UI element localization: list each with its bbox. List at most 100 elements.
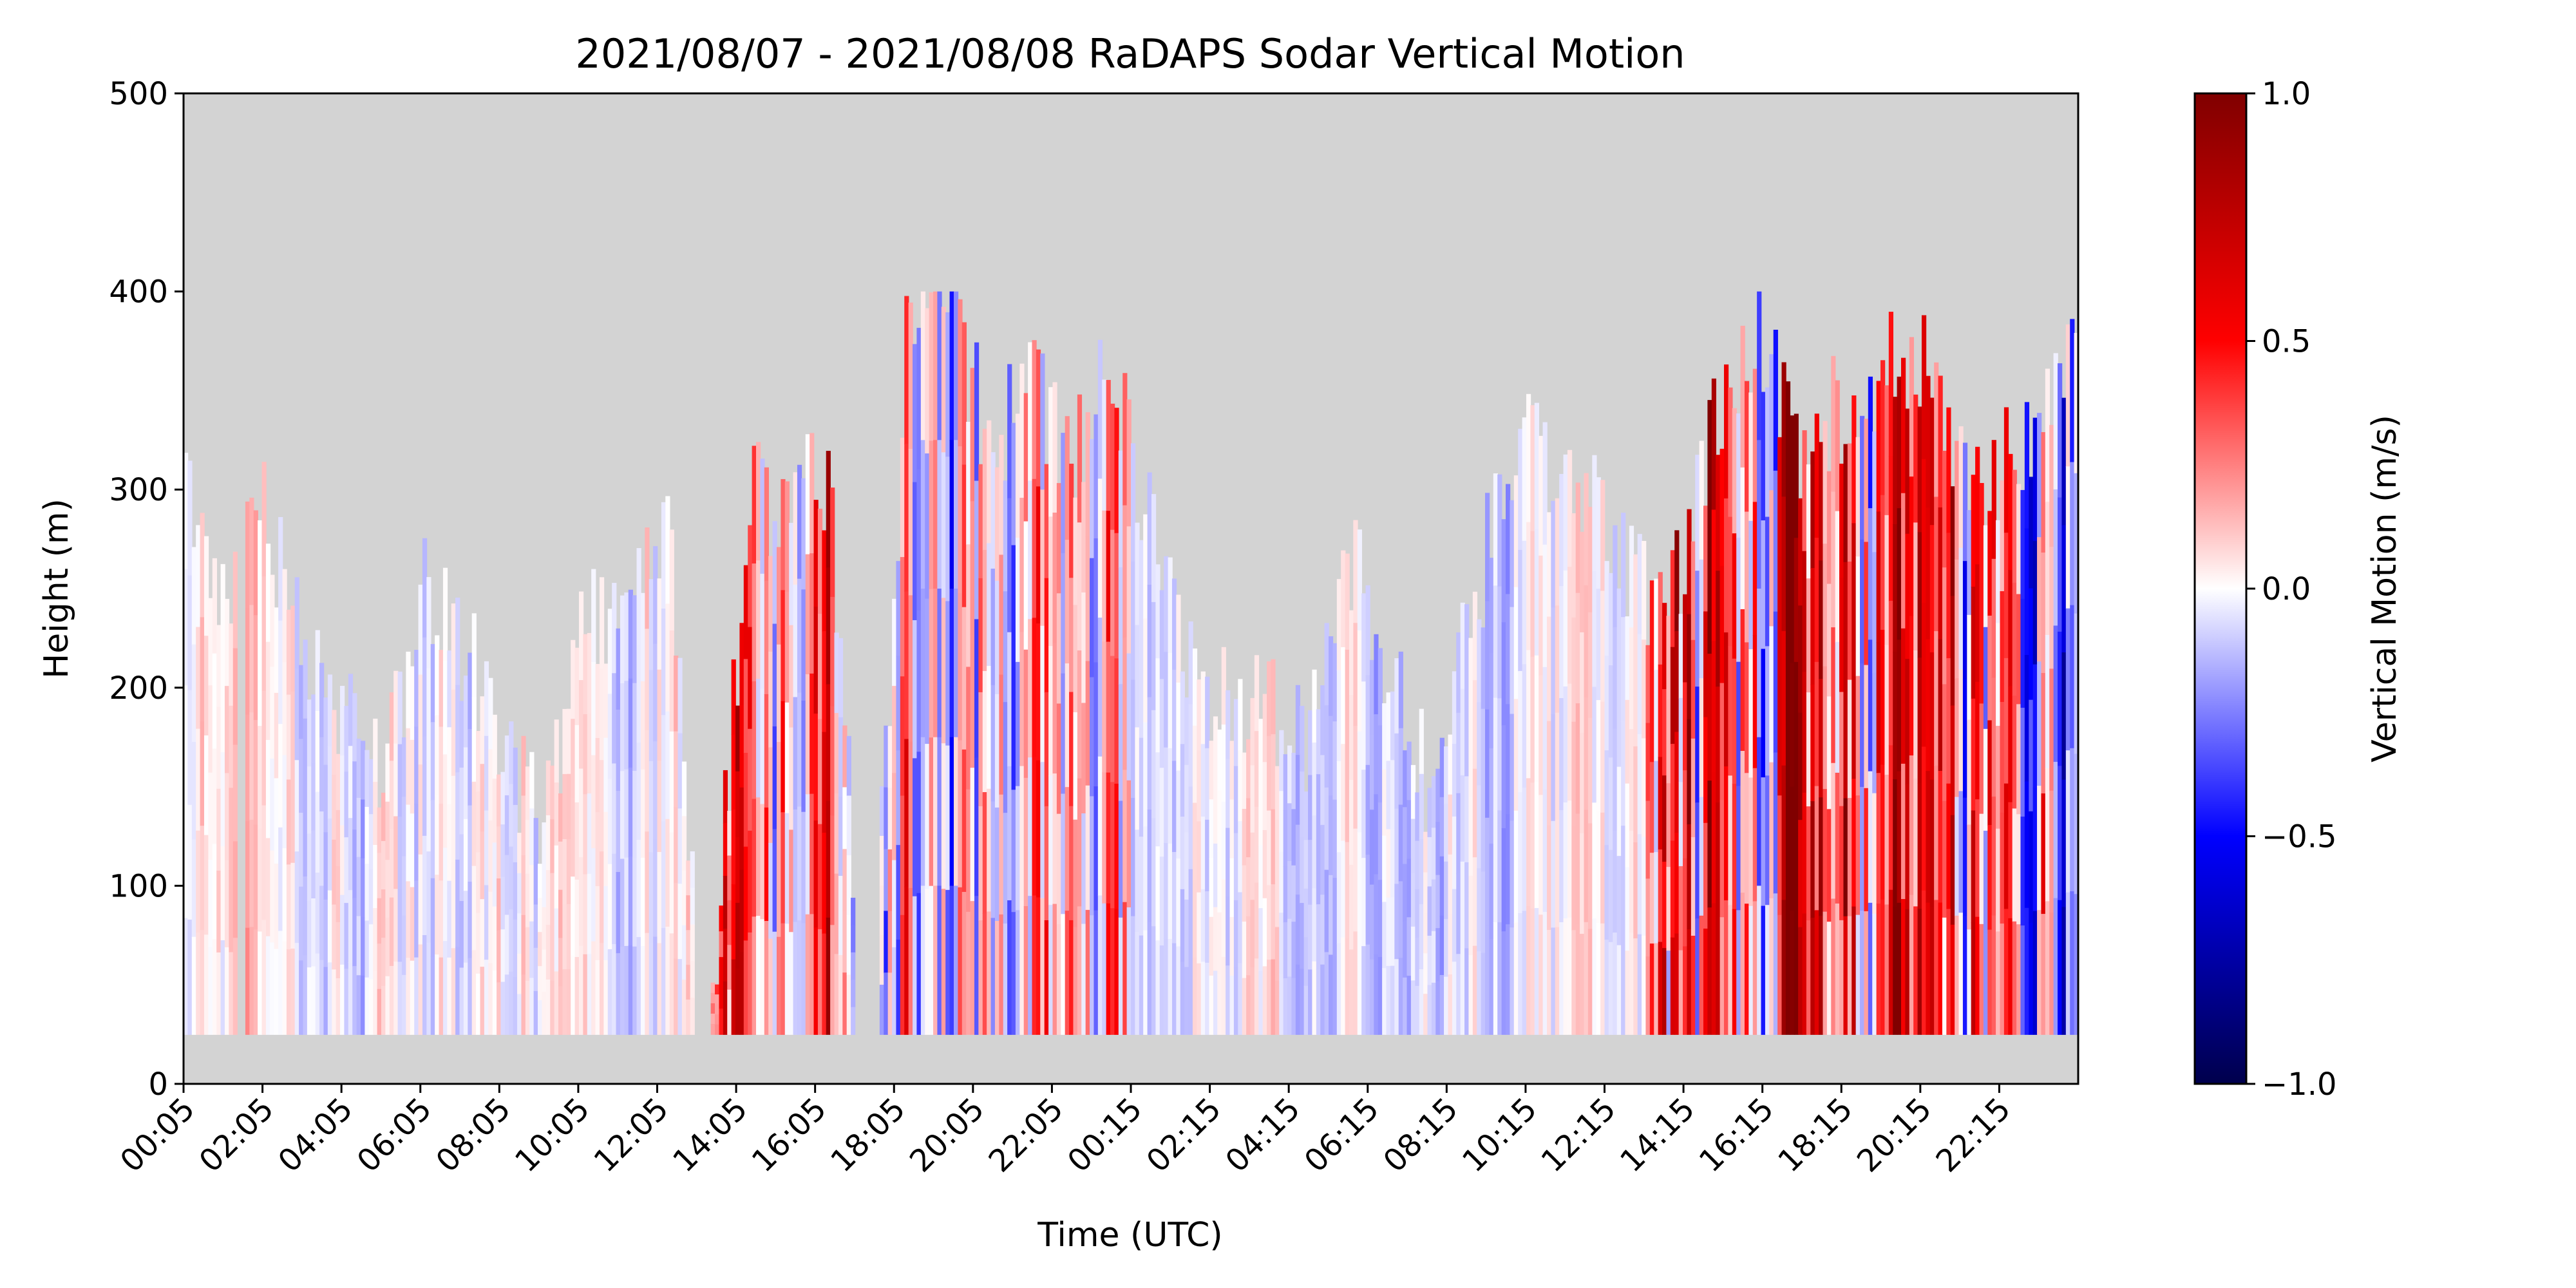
heatmap-cell <box>805 554 810 675</box>
heatmap-cell <box>1608 849 1614 943</box>
heatmap-cell <box>270 574 275 668</box>
heatmap-cell <box>439 650 444 728</box>
heatmap-cell <box>521 855 526 916</box>
heatmap-cell <box>1563 802 1568 919</box>
heatmap-cell <box>1139 737 1144 837</box>
heatmap-cell <box>2032 911 2038 1035</box>
heatmap-cell <box>686 860 691 896</box>
heatmap-cell <box>500 981 506 1035</box>
heatmap-cell <box>776 547 782 645</box>
heatmap-cell <box>731 734 736 810</box>
heatmap-cell <box>599 851 605 943</box>
heatmap-cell <box>1164 938 1169 1035</box>
heatmap-cell <box>303 876 308 956</box>
heatmap-cell <box>488 891 493 964</box>
heatmap-cell <box>1769 490 1774 627</box>
heatmap-cell <box>612 943 617 1035</box>
heatmap-cell <box>1056 813 1062 925</box>
heatmap-cell <box>406 881 411 959</box>
heatmap-cell <box>1320 685 1325 756</box>
heatmap-cell <box>1398 881 1403 959</box>
heatmap-cell <box>1439 915 1444 976</box>
heatmap-cell <box>216 625 222 708</box>
heatmap-cell <box>253 615 258 721</box>
heatmap-cell <box>636 840 641 938</box>
heatmap-cell <box>1065 540 1070 664</box>
heatmap-cell <box>1262 898 1267 967</box>
heatmap-cell <box>1513 587 1519 700</box>
heatmap-cell <box>311 762 316 831</box>
heatmap-cell <box>715 984 720 995</box>
heatmap-cell <box>1645 800 1651 880</box>
heatmap-cell <box>1616 945 1622 1035</box>
heatmap-cell <box>636 645 641 743</box>
heatmap-cell <box>1262 694 1267 763</box>
heatmap-cell <box>542 864 547 908</box>
heatmap-cell <box>385 976 390 1035</box>
heatmap-cell <box>1032 340 1037 480</box>
x-axis: 00:0502:0504:0506:0508:0510:0512:0514:05… <box>113 1084 2018 1179</box>
heatmap-cell <box>1382 703 1387 770</box>
heatmap-cell <box>1320 824 1325 896</box>
heatmap-cell <box>1394 884 1399 960</box>
heatmap-cell <box>1781 497 1786 632</box>
heatmap-cell <box>2070 891 2075 1035</box>
heatmap-cell <box>1596 700 1601 812</box>
heatmap-cell <box>1497 474 1502 587</box>
heatmap-cell <box>1996 726 2001 829</box>
heatmap-cell <box>1069 692 1074 807</box>
heatmap-cell <box>414 650 419 728</box>
heatmap-cell <box>1946 407 1951 534</box>
heatmap-cell <box>1629 627 1634 730</box>
heatmap-cell <box>1806 692 1812 807</box>
heatmap-cell <box>830 815 835 926</box>
heatmap-cell <box>851 925 856 953</box>
heatmap-cell <box>1880 360 1886 496</box>
heatmap-cell <box>1699 797 1704 916</box>
heatmap-cell <box>229 788 234 871</box>
heatmap-cell <box>1542 422 1548 545</box>
heatmap-cell <box>1884 904 1889 1035</box>
heatmap-cell <box>908 302 913 450</box>
heatmap-cell <box>1534 781 1539 909</box>
heatmap-cell <box>315 791 320 873</box>
heatmap-cell <box>1711 509 1716 641</box>
heatmap-cell <box>974 757 980 897</box>
heatmap-cell <box>1926 771 1931 904</box>
heatmap-cell <box>1790 663 1795 788</box>
heatmap-cell <box>1406 917 1412 976</box>
heatmap-cell <box>562 773 567 840</box>
heatmap-cell <box>1728 646 1733 777</box>
heatmap-cell <box>1584 585 1589 699</box>
heatmap-cell <box>1642 935 1647 1035</box>
heatmap-cell <box>813 927 819 1035</box>
heatmap-cell <box>1950 486 1955 597</box>
heatmap-cell <box>817 929 823 1035</box>
heatmap-cell <box>2049 547 2054 670</box>
heatmap-cell <box>1769 354 1774 491</box>
heatmap-cell <box>748 830 753 933</box>
heatmap-cell <box>632 683 638 772</box>
heatmap-cell <box>1884 645 1889 775</box>
heatmap-cell <box>958 593 963 741</box>
heatmap-cell <box>1435 875 1441 929</box>
heatmap-cell <box>1365 585 1370 676</box>
heatmap-cell <box>748 525 753 628</box>
heatmap-cell <box>970 501 975 635</box>
heatmap-cell <box>1312 961 1317 1035</box>
heatmap-cell <box>439 803 444 882</box>
heatmap-cell <box>574 647 580 726</box>
heatmap-cell <box>204 536 209 637</box>
heatmap-cell <box>1287 803 1293 862</box>
heatmap-cell <box>1069 464 1074 579</box>
heatmap-cell <box>1151 818 1157 927</box>
heatmap-cell <box>1917 532 1922 659</box>
heatmap-cell <box>764 807 769 922</box>
heatmap-cell <box>1740 609 1745 752</box>
heatmap-cell <box>987 788 992 913</box>
heatmap-cell <box>2070 748 2075 892</box>
heatmap-cell <box>1864 665 1869 789</box>
heatmap-cell <box>513 804 518 863</box>
heatmap-cell <box>1279 973 1284 1035</box>
heatmap-cell <box>1489 558 1494 654</box>
